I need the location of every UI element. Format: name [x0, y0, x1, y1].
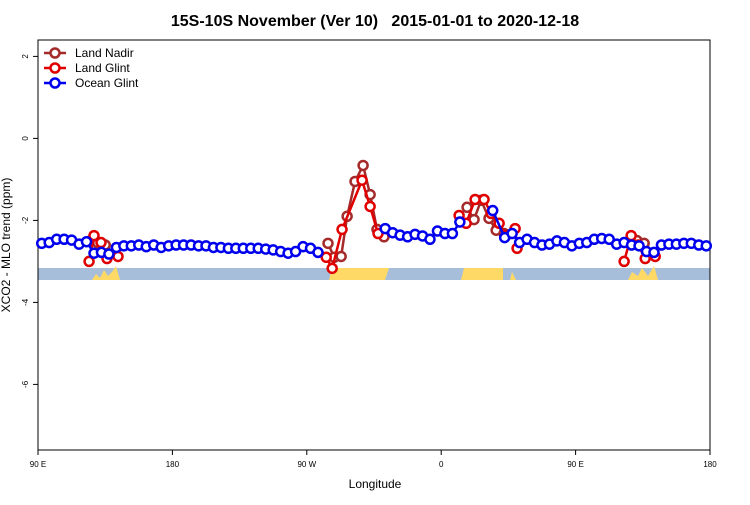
y-tick-label: -4 — [21, 298, 30, 306]
mask-land — [628, 266, 658, 280]
point — [357, 159, 369, 172]
x-tick-label: 90 E — [567, 460, 583, 469]
point — [618, 255, 630, 268]
point — [633, 240, 645, 252]
point — [80, 235, 93, 248]
legend-swatch-point — [49, 62, 61, 74]
point — [320, 251, 332, 264]
x-axis-label: Longitude — [349, 477, 402, 491]
point — [700, 240, 713, 252]
y-tick-label: -6 — [21, 380, 30, 388]
point — [648, 246, 660, 259]
point — [424, 233, 436, 246]
chart-title: 15S-10S November (Ver 10) 2015-01-01 to … — [171, 13, 579, 30]
x-tick-label: 180 — [703, 460, 717, 469]
point — [454, 216, 466, 228]
y-tick-label: 2 — [21, 54, 30, 59]
point — [83, 255, 95, 268]
point — [312, 246, 324, 259]
point — [112, 250, 124, 263]
point — [478, 193, 490, 206]
point — [103, 248, 115, 260]
point — [469, 193, 481, 206]
x-tick-label: 90 W — [297, 460, 316, 469]
point — [88, 229, 100, 242]
mask-land — [329, 268, 389, 280]
y-tick-label: -2 — [21, 216, 30, 224]
x-tick-label: 0 — [439, 460, 444, 469]
mask-land — [461, 268, 503, 280]
mask-land — [510, 272, 516, 280]
point — [326, 262, 338, 275]
point — [322, 237, 334, 250]
point — [95, 236, 107, 249]
legend-label: Land Nadir — [75, 46, 134, 60]
point — [364, 200, 376, 213]
y-tick-label: 0 — [21, 136, 30, 141]
x-tick-label: 90 E — [30, 460, 46, 469]
point — [335, 250, 347, 263]
legend-label: Land Glint — [75, 61, 130, 75]
point — [356, 174, 368, 186]
point — [486, 204, 499, 217]
x-tick-label: 180 — [166, 460, 180, 469]
point — [506, 227, 518, 240]
land-mask — [38, 266, 710, 280]
legend-swatch-point — [49, 77, 61, 89]
legend-swatch-point — [49, 47, 61, 59]
point — [446, 227, 459, 240]
legend-label: Ocean Glint — [75, 76, 139, 90]
point — [336, 223, 348, 236]
mask-land — [92, 266, 120, 280]
y-axis-label: XCO2 - MLO trend (ppm) — [0, 178, 13, 313]
